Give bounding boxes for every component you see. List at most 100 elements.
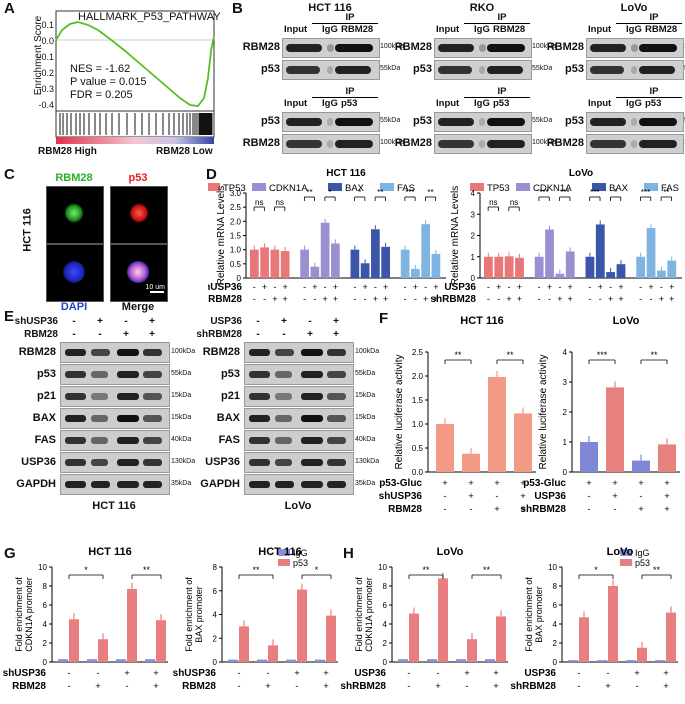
- sig-label: **: [506, 350, 514, 360]
- coip-cell-title: HCT 116: [308, 2, 352, 14]
- blot-row-label: RBM28: [242, 137, 280, 149]
- y-tick-label: 0.5: [412, 444, 424, 453]
- row-label: RBM28: [208, 294, 242, 305]
- blot-strip: [434, 112, 532, 132]
- bar: [270, 249, 280, 278]
- ip-header: IP: [497, 86, 507, 97]
- we-band: [65, 393, 87, 400]
- sign-1: -: [639, 282, 642, 292]
- sig-label: ns: [255, 198, 263, 207]
- bar: [462, 453, 480, 472]
- y-axis-label: BAX promoter: [194, 586, 204, 643]
- bar: [534, 256, 544, 278]
- sign: +: [664, 478, 670, 489]
- we-band: [143, 459, 162, 466]
- sign-1: -: [588, 282, 591, 292]
- sign: -: [577, 668, 580, 679]
- panel-label-d: D: [206, 166, 217, 183]
- we-strip: [60, 430, 170, 451]
- we-band: [143, 371, 162, 378]
- sign-2: +: [333, 294, 338, 304]
- panel-label-b: B: [232, 0, 243, 17]
- ip-bracket: [464, 97, 530, 98]
- sign-1: -: [538, 282, 541, 292]
- we-protein-label: BAX: [32, 412, 56, 424]
- chart-title: HCT 116: [460, 315, 503, 327]
- we-sign: +: [123, 329, 129, 340]
- sign-2: -: [599, 294, 602, 304]
- blot-row-label: p53: [413, 63, 432, 75]
- blot-band: [487, 44, 525, 52]
- we-band: [91, 459, 109, 466]
- we-band: [143, 415, 162, 422]
- we-sign: +: [149, 316, 155, 327]
- we-band: [117, 415, 140, 422]
- sign-2: +: [423, 294, 428, 304]
- we-sign: -: [72, 329, 76, 340]
- ip-header: IP: [497, 12, 507, 23]
- y-axis-label: Relative luciferase activity: [394, 354, 405, 469]
- sign-1: -: [558, 282, 561, 292]
- y-tick-label: 1.5: [230, 232, 242, 241]
- blot-band: [286, 118, 322, 126]
- sign-1: +: [383, 282, 388, 292]
- we-protein-label: RBM28: [18, 346, 56, 358]
- col-header: RBM28: [341, 24, 374, 35]
- legend-label: CDKN1A: [533, 183, 572, 194]
- y-tick-label: 2: [383, 639, 388, 648]
- blot-band: [335, 140, 373, 148]
- kda-label: 100kDa: [532, 139, 557, 146]
- sign: +: [323, 668, 329, 679]
- we-protein-label: RBM28: [202, 346, 240, 358]
- row-label: shUSP36: [208, 282, 242, 293]
- gsea-nes: NES = -1.62: [70, 63, 131, 75]
- legend-label: FAS: [661, 183, 679, 194]
- we-strip: [244, 364, 354, 385]
- we-sign: +: [307, 329, 313, 340]
- sign: -: [613, 504, 616, 515]
- blot-strip: [282, 112, 380, 132]
- we-protein-label: USP36: [205, 456, 240, 468]
- we-cell-label: LoVo: [284, 500, 312, 512]
- if-p53-image: [110, 186, 168, 244]
- sign-2: -: [353, 294, 356, 304]
- we-band: [249, 349, 271, 356]
- bar: [456, 659, 466, 662]
- y-tick-label: 3: [471, 210, 476, 219]
- sign: -: [469, 504, 472, 515]
- blot-band: [286, 140, 322, 148]
- sign-1: +: [282, 282, 287, 292]
- we-band: [249, 481, 271, 488]
- legend-label: IgG: [293, 548, 308, 558]
- bar: [597, 660, 607, 662]
- bar: [228, 659, 238, 662]
- we-band: [275, 393, 293, 400]
- sign-2: +: [618, 294, 623, 304]
- we-sign: +: [333, 316, 339, 327]
- bar: [360, 263, 370, 278]
- sign-2: -: [497, 294, 500, 304]
- y-axis-label: CDKN1A promoter: [24, 577, 34, 652]
- sign: +: [494, 478, 500, 489]
- sign: -: [635, 681, 638, 692]
- panel-label-a: A: [4, 0, 15, 17]
- we-protein-label: BAX: [216, 412, 240, 424]
- bar: [427, 659, 437, 662]
- we-sign: -: [72, 316, 76, 327]
- bar: [320, 222, 330, 278]
- y-axis-label: Fold enrichment of: [184, 577, 194, 652]
- sign-1: -: [404, 282, 407, 292]
- col-header: RBM28: [493, 24, 526, 35]
- we-band: [327, 415, 346, 422]
- y-tick-label: 10: [38, 563, 47, 572]
- y-tick-label: 4: [383, 620, 388, 629]
- we-strip: [60, 342, 170, 363]
- coip-cell-title: RKO: [469, 2, 495, 14]
- col-header: Input: [284, 24, 308, 35]
- we-strip: [60, 452, 170, 473]
- sign: +: [468, 478, 474, 489]
- sign-2: +: [433, 294, 438, 304]
- sign-2: -: [649, 294, 652, 304]
- y-axis-label: BAX promoter: [534, 586, 544, 643]
